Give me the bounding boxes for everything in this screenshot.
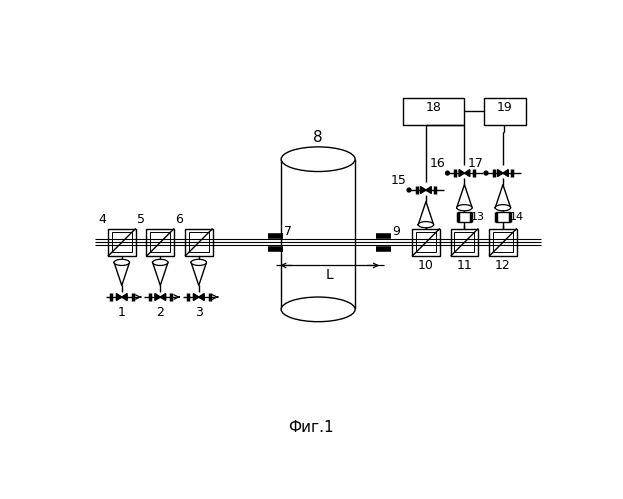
Polygon shape — [459, 170, 464, 177]
Bar — [150, 233, 170, 252]
Ellipse shape — [281, 297, 355, 322]
Polygon shape — [426, 187, 431, 194]
Ellipse shape — [191, 259, 206, 265]
Bar — [489, 229, 517, 256]
Bar — [496, 212, 510, 223]
Bar — [403, 98, 464, 125]
Text: 16: 16 — [430, 157, 445, 170]
Polygon shape — [421, 187, 426, 194]
Bar — [450, 229, 478, 256]
Ellipse shape — [418, 222, 434, 228]
Bar — [416, 233, 436, 252]
Text: 4: 4 — [98, 213, 107, 226]
Text: L: L — [326, 267, 333, 282]
Polygon shape — [498, 170, 503, 177]
Ellipse shape — [495, 205, 511, 211]
Bar — [112, 233, 132, 252]
Text: 2: 2 — [156, 306, 164, 319]
Bar — [189, 233, 209, 252]
Text: 3: 3 — [195, 306, 202, 319]
Polygon shape — [503, 170, 508, 177]
Polygon shape — [464, 170, 470, 177]
Polygon shape — [117, 293, 121, 300]
Text: 1: 1 — [118, 306, 126, 319]
Bar — [454, 233, 475, 252]
Text: 9: 9 — [392, 225, 400, 238]
Ellipse shape — [114, 259, 130, 265]
Text: Фиг.1: Фиг.1 — [288, 420, 334, 435]
Text: 17: 17 — [468, 157, 484, 170]
Text: 7: 7 — [284, 225, 292, 238]
Text: 18: 18 — [426, 101, 442, 114]
Circle shape — [484, 171, 488, 175]
Text: 14: 14 — [510, 212, 524, 222]
Text: 10: 10 — [418, 259, 434, 272]
Polygon shape — [199, 293, 204, 300]
Text: 5: 5 — [137, 213, 145, 226]
Bar — [108, 229, 136, 256]
Text: 13: 13 — [471, 212, 485, 222]
Ellipse shape — [281, 147, 355, 172]
Bar — [457, 212, 472, 223]
Bar — [493, 233, 513, 252]
Text: 19: 19 — [497, 101, 512, 114]
Polygon shape — [193, 293, 199, 300]
Bar — [412, 229, 440, 256]
Bar — [185, 229, 212, 256]
Circle shape — [445, 171, 449, 175]
Bar — [146, 229, 174, 256]
Text: 12: 12 — [495, 259, 511, 272]
Polygon shape — [121, 293, 127, 300]
Polygon shape — [160, 293, 166, 300]
Ellipse shape — [457, 205, 472, 211]
Polygon shape — [155, 293, 160, 300]
Text: 11: 11 — [457, 259, 472, 272]
Bar — [483, 98, 526, 125]
Text: 15: 15 — [391, 174, 407, 187]
Text: 6: 6 — [176, 213, 183, 226]
Circle shape — [407, 188, 411, 192]
Text: 8: 8 — [313, 130, 323, 145]
Ellipse shape — [153, 259, 168, 265]
